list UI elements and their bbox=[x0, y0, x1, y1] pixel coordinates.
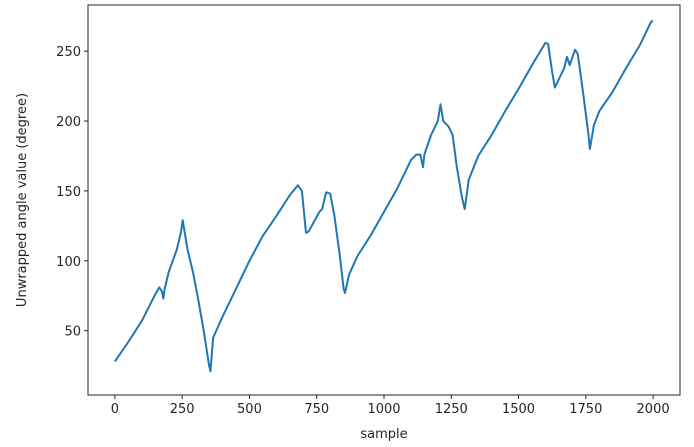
x-tick-label: 750 bbox=[304, 402, 329, 417]
x-tick-label: 500 bbox=[237, 402, 262, 417]
y-axis-label: Unwrapped angle value (degree) bbox=[15, 93, 30, 307]
x-tick-label: 250 bbox=[170, 402, 195, 417]
x-tick-label: 1750 bbox=[569, 402, 602, 417]
x-tick-label: 1500 bbox=[502, 402, 535, 417]
x-tick-label: 0 bbox=[111, 402, 119, 417]
x-tick-label: 1250 bbox=[435, 402, 468, 417]
y-tick-label: 150 bbox=[56, 185, 81, 200]
data-line bbox=[114, 19, 654, 373]
y-tick-label: 100 bbox=[56, 255, 81, 270]
y-tick-label: 250 bbox=[56, 45, 81, 60]
x-tick-label: 2000 bbox=[637, 402, 670, 417]
y-tick-label: 50 bbox=[64, 325, 81, 340]
x-axis-label: sample bbox=[360, 427, 407, 442]
x-tick-label: 1000 bbox=[367, 402, 400, 417]
plot-frame bbox=[87, 4, 681, 396]
y-tick-label: 200 bbox=[56, 115, 81, 130]
